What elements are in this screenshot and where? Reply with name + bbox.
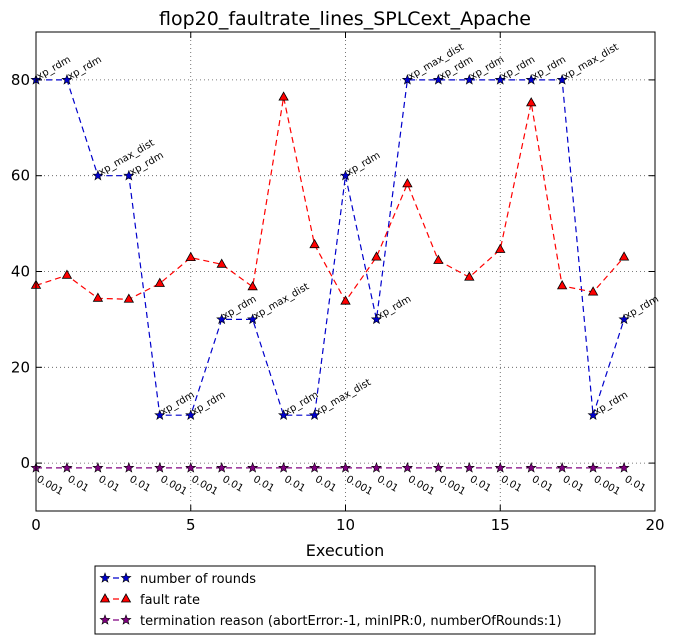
- termination-point: [401, 462, 413, 473]
- rounds-point: [154, 409, 166, 420]
- fault-rate-point: [247, 281, 258, 291]
- legend-marker: [120, 614, 132, 625]
- rounds-point: [587, 409, 599, 420]
- rounds-point: [185, 409, 197, 420]
- fault-rate-point: [556, 280, 568, 290]
- legend-marker: [120, 572, 132, 583]
- legend-label: termination reason (abortError:-1, minIP…: [140, 614, 562, 629]
- termination-point: [216, 462, 228, 473]
- termination-point: [525, 462, 537, 473]
- rounds-point: [556, 74, 568, 85]
- fault-rate-point: [340, 295, 351, 305]
- fault-rate-point: [587, 286, 599, 296]
- x-axis-title: Execution: [306, 541, 385, 560]
- series-markers: [30, 74, 630, 473]
- termination-point: [339, 462, 352, 473]
- rounds-point: [216, 313, 228, 325]
- rounds-point: [525, 74, 537, 85]
- termination-point: [154, 462, 166, 473]
- rounds-point: [278, 409, 290, 420]
- legend-label: fault rate: [140, 593, 200, 608]
- legend-marker: [99, 593, 111, 603]
- x-tick-label: 20: [645, 516, 664, 534]
- fault-rate-point: [464, 271, 475, 281]
- x-tick-label: 5: [186, 516, 196, 534]
- termination-point: [432, 462, 444, 473]
- x-tick-label: 15: [491, 516, 510, 534]
- termination-point: [370, 462, 383, 473]
- y-tick-label: 40: [11, 263, 30, 281]
- fault-rate-point: [371, 251, 382, 261]
- rounds-point: [432, 74, 444, 85]
- series-line-1: [35, 97, 625, 303]
- termination-point: [278, 462, 290, 473]
- legend-marker: [120, 593, 132, 603]
- fault-rate-point: [618, 251, 630, 261]
- termination-point: [463, 462, 475, 473]
- fault-rate-point: [309, 238, 320, 249]
- series-lines: [35, 79, 625, 469]
- legend-box: [94, 565, 596, 635]
- rounds-point: [123, 169, 135, 181]
- termination-point: [308, 462, 321, 473]
- series-line-0: [36, 79, 625, 416]
- termination-point: [92, 462, 104, 473]
- fault-rate-point: [526, 97, 537, 107]
- termination-point: [618, 462, 630, 473]
- fault-rate-point: [278, 91, 289, 101]
- termination-point: [556, 462, 568, 473]
- rounds-point: [308, 409, 321, 420]
- rounds-point: [61, 74, 73, 85]
- termination-point: [61, 462, 73, 473]
- fault-rate-point: [402, 178, 413, 188]
- termination-point: [123, 462, 135, 473]
- rounds-point: [92, 169, 104, 181]
- axis-ticks: 0 5 10 15 20 0 20 40 60 80: [11, 32, 665, 534]
- x-tick-label: 0: [31, 516, 41, 534]
- legend: number of rounds fault rate termination re…: [94, 565, 596, 635]
- y-tick-label: 80: [11, 71, 30, 89]
- termination-point: [185, 462, 197, 473]
- x-tick-label: 10: [336, 516, 355, 534]
- rounds-point: [370, 313, 383, 325]
- fault-rate-point: [123, 293, 135, 303]
- fault-rate-point: [154, 277, 165, 287]
- legend-marker: [99, 614, 111, 625]
- termination-point: [587, 462, 599, 473]
- rounds-point: [494, 74, 506, 85]
- fault-rate-point: [495, 243, 506, 253]
- fault-rate-point: [433, 254, 444, 264]
- fault-rate-point: [216, 258, 227, 268]
- rounds-point: [618, 313, 630, 325]
- chart-title: flop20_faultrate_lines_SPLCext_Apache: [159, 8, 531, 30]
- fault-rate-point: [61, 269, 73, 279]
- termination-point: [494, 462, 506, 473]
- rounds-point: [463, 74, 475, 85]
- legend-label: number of rounds: [140, 572, 256, 587]
- legend-marker: [99, 572, 111, 583]
- fault-rate-point: [92, 292, 104, 302]
- y-tick-label: 60: [11, 167, 30, 185]
- fault-rate-point: [185, 251, 196, 262]
- plot-area: [36, 32, 655, 511]
- rounds-point: [247, 313, 259, 325]
- y-tick-label: 0: [20, 454, 30, 472]
- y-tick-label: 20: [11, 358, 30, 376]
- rounds-point: [401, 74, 413, 85]
- termination-point: [247, 462, 259, 473]
- rounds-point: [339, 169, 352, 181]
